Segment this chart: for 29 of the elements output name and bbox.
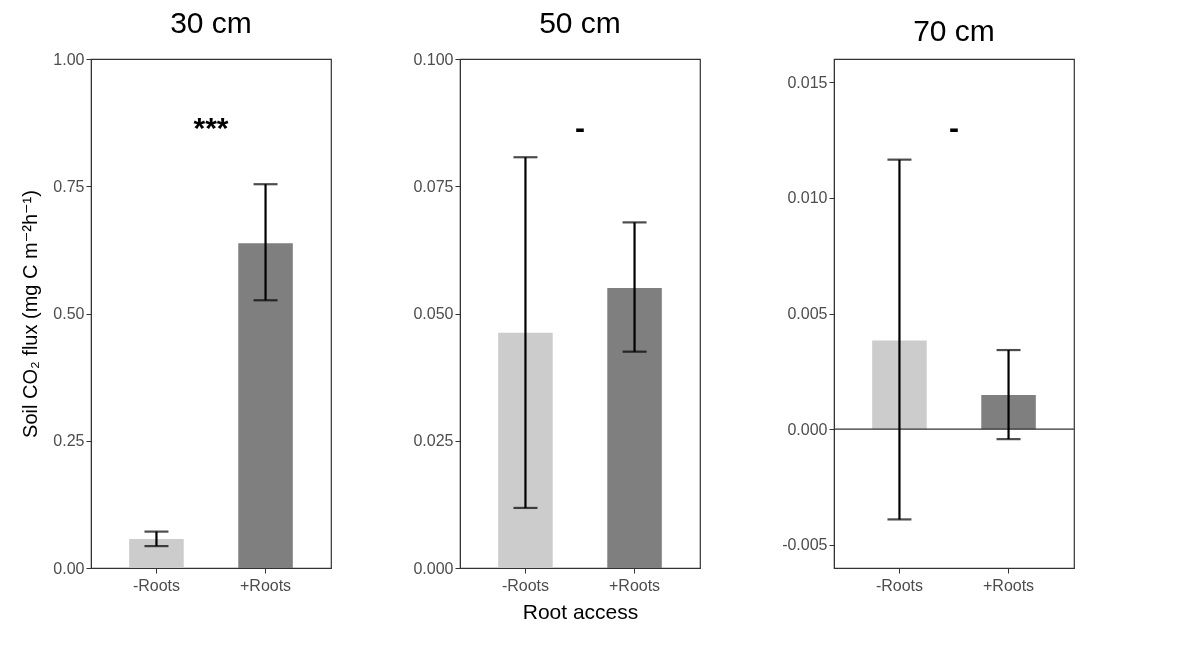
y-axis-title: Soil CO₂ flux (mg C m⁻²h⁻¹) [19,190,42,438]
chart-title: 30 cm [170,6,252,39]
y-tick-label: 0.000 [787,420,828,438]
chart-title: 70 cm [913,14,995,47]
y-tick-label: 0.100 [413,50,454,68]
chart-title: 50 cm [539,6,621,39]
x-tick-label: +Roots [239,576,292,594]
y-tick-label: 0.005 [787,305,828,322]
x-tick-label: -Roots [132,576,181,594]
x-tick-label: +Roots [982,576,1035,594]
y-tick-label: 0.000 [413,559,454,577]
y-tick-label: 0.015 [787,73,828,91]
y-tick-label: 0.25 [53,432,85,450]
y-tick-label: 0.50 [53,305,85,322]
y-tick-label: 0.010 [787,189,828,207]
x-tick-label: -Roots [875,576,924,594]
y-tick-label: 0.00 [53,559,85,577]
x-tick-label: +Roots [608,576,661,594]
y-tick-label: 1.00 [53,50,85,68]
y-tick-label: 0.025 [413,432,454,450]
y-tick-label: -0.005 [782,536,828,554]
x-axis-title: Root access [522,599,639,623]
annotation: *** [193,111,229,144]
annotation: - [949,111,959,144]
y-tick-label: 0.75 [53,177,85,195]
x-tick-label: -Roots [501,576,550,594]
y-tick-label: 0.075 [413,177,454,195]
annotation: - [575,111,585,144]
y-tick-label: 0.050 [413,305,454,322]
